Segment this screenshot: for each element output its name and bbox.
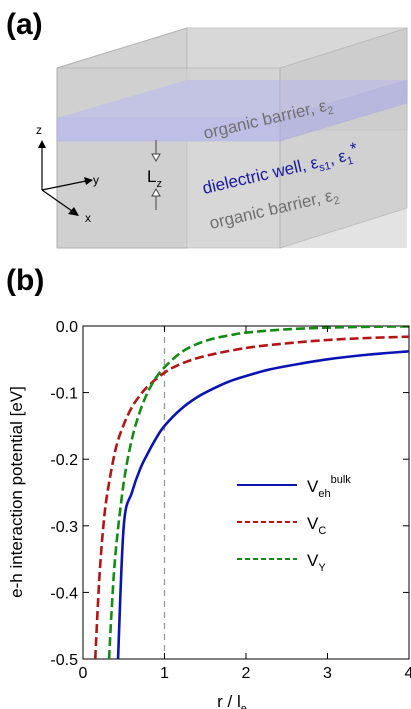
y-tick-label: -0.2	[50, 452, 78, 469]
y-tick-label: -0.4	[50, 585, 78, 602]
x-tick-label: 1	[160, 665, 169, 682]
y-tick-label: -0.3	[50, 519, 78, 536]
y-tick-label: -0.1	[50, 386, 78, 403]
x-axis-label: x	[85, 211, 91, 225]
x-tick-label: 0	[79, 665, 88, 682]
panel-b-label: (b)	[6, 264, 44, 297]
x-tick-label: 2	[242, 665, 251, 682]
potential-plot: 0 1 2 3 4 0.0 -0.1 -0.2 -0.3 -0.4 -0.5	[50, 319, 411, 682]
y-axis-title: e-h interaction potential [eV]	[7, 386, 26, 598]
z-axis-label: z	[36, 123, 42, 137]
panel-a-label: (a)	[6, 8, 43, 41]
x-axis-title: r / le	[217, 692, 247, 709]
y-tick-label: 0.0	[56, 319, 78, 336]
y-axis-label: y	[93, 173, 99, 187]
x-tick-label: 4	[405, 665, 411, 682]
y-tick-label: -0.5	[50, 652, 78, 669]
x-tick-label: 3	[323, 665, 332, 682]
